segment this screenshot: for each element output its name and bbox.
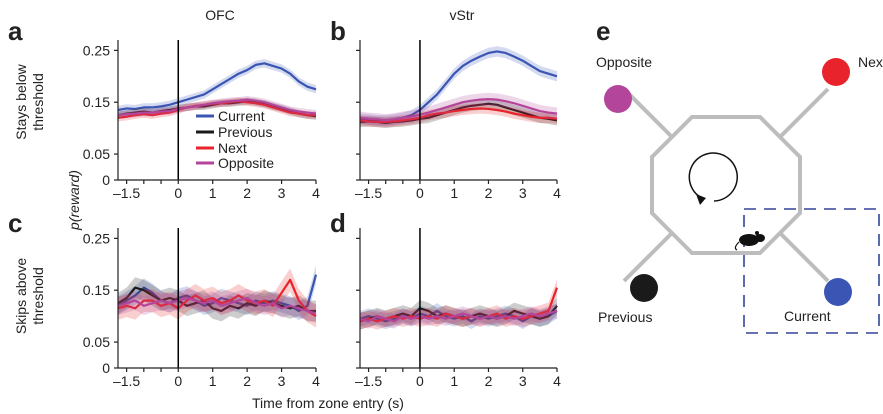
x-tick-label: –1.5 bbox=[113, 185, 140, 201]
svg-text:Previous: Previous bbox=[218, 124, 272, 140]
x-tick-label: 3 bbox=[519, 373, 527, 389]
y-tick-label: 0.05 bbox=[83, 334, 110, 350]
panel-letter-b: b bbox=[330, 16, 346, 46]
row-label-top-2: threshold bbox=[30, 73, 46, 131]
x-tick-label: 3 bbox=[519, 185, 527, 201]
x-tick-label: 4 bbox=[553, 373, 561, 389]
series-line-opposite bbox=[359, 309, 558, 323]
series-band-next bbox=[360, 103, 557, 128]
x-tick-label: 4 bbox=[553, 185, 561, 201]
x-tick-label: 0 bbox=[174, 373, 182, 389]
panel-letter-d: d bbox=[330, 208, 346, 238]
x-tick-label: –1.5 bbox=[113, 373, 140, 389]
series-band-opposite bbox=[118, 96, 316, 119]
x-tick-label: 2 bbox=[485, 373, 493, 389]
shared-x-label: Time from zone entry (s) bbox=[252, 395, 404, 411]
rat-icon bbox=[734, 231, 765, 251]
row-label-bottom-2: threshold bbox=[30, 267, 46, 325]
panel-letter-e: e bbox=[596, 16, 610, 46]
svg-text:Opposite: Opposite bbox=[218, 155, 274, 171]
series-line-previous bbox=[117, 286, 316, 313]
zone-label-opposite: Opposite bbox=[596, 54, 652, 70]
series-band-current bbox=[118, 265, 316, 321]
x-tick-label: –1.5 bbox=[355, 373, 382, 389]
col-title-ofc: OFC bbox=[205, 7, 235, 23]
zone-previous-marker bbox=[630, 274, 658, 302]
series-line-opposite bbox=[117, 98, 317, 117]
svg-text:Next: Next bbox=[218, 140, 247, 156]
y-tick-label: 0.25 bbox=[83, 42, 110, 58]
x-tick-label: –1.5 bbox=[355, 185, 382, 201]
series-band-previous bbox=[360, 297, 557, 330]
series-band-current bbox=[360, 303, 557, 330]
legend-entry-next: Next bbox=[196, 140, 247, 156]
x-tick-label: 3 bbox=[278, 373, 286, 389]
svg-text:Current: Current bbox=[218, 108, 265, 124]
x-tick-label: 0 bbox=[416, 185, 424, 201]
legend-entry-opposite: Opposite bbox=[196, 155, 274, 171]
current-zone-dashed-box bbox=[743, 208, 880, 334]
col-title-vstr: vStr bbox=[450, 7, 475, 23]
x-tick-label: 4 bbox=[312, 373, 320, 389]
legend-entry-previous: Previous bbox=[196, 124, 272, 140]
y-tick-label: 0 bbox=[102, 360, 110, 376]
panel-letter-a: a bbox=[8, 16, 23, 46]
x-tick-label: 1 bbox=[450, 185, 458, 201]
series-band-previous bbox=[118, 277, 316, 322]
y-tick-label: 0.25 bbox=[83, 230, 110, 246]
x-tick-label: 2 bbox=[243, 373, 251, 389]
y-tick-label: 0 bbox=[102, 172, 110, 188]
series-line-next bbox=[117, 278, 317, 318]
y-tick-label: 0.05 bbox=[83, 146, 110, 162]
x-tick-label: 1 bbox=[209, 373, 217, 389]
series-band-opposite bbox=[360, 92, 557, 127]
series-band-next bbox=[118, 268, 316, 328]
y-tick-label: 0.15 bbox=[83, 94, 110, 110]
legend: Current Previous Next Opposite bbox=[196, 108, 274, 171]
x-tick-label: 0 bbox=[174, 185, 182, 201]
zone-next-marker bbox=[822, 58, 850, 86]
chart-panel-b: –1.5 0 1 2 3 4 bbox=[355, 40, 561, 201]
legend-entry-current: Current bbox=[196, 108, 265, 124]
series-band-current bbox=[360, 46, 557, 126]
series-line-opposite bbox=[117, 296, 317, 315]
clockwise-arrow-icon bbox=[688, 152, 739, 205]
chart-panel-d: –1.5 0 1 2 3 4 bbox=[355, 228, 561, 389]
panel-letter-c: c bbox=[8, 208, 22, 238]
row-label-top-1: Stays below bbox=[13, 63, 29, 139]
zone-label-previous: Previous bbox=[598, 309, 652, 325]
series-band-opposite bbox=[360, 303, 557, 329]
zone-current-marker bbox=[824, 278, 852, 306]
maze-diagram: Opposite Next Previous Current bbox=[596, 54, 883, 334]
chart-panel-a: –1.5 0 1 2 3 400.050.150.25 bbox=[83, 40, 320, 201]
x-tick-label: 1 bbox=[450, 373, 458, 389]
series-line-next bbox=[359, 287, 559, 323]
x-tick-label: 2 bbox=[243, 185, 251, 201]
series-band-opposite bbox=[118, 288, 316, 323]
x-tick-label: 1 bbox=[209, 185, 217, 201]
row-label-bottom-1: Skips above bbox=[13, 258, 29, 334]
zone-label-next: Next bbox=[858, 54, 883, 70]
series-line-current bbox=[117, 62, 317, 112]
x-tick-label: 3 bbox=[278, 185, 286, 201]
series-line-opposite bbox=[359, 98, 558, 122]
x-tick-label: 4 bbox=[312, 185, 320, 201]
chart-panel-c: –1.5 0 1 2 3 400.050.150.25 bbox=[83, 228, 320, 389]
shared-y-label: p(reward) bbox=[66, 170, 82, 231]
x-tick-label: 2 bbox=[485, 185, 493, 201]
zone-label-current: Current bbox=[784, 308, 831, 324]
y-tick-label: 0.15 bbox=[83, 282, 110, 298]
zone-opposite-marker bbox=[604, 85, 632, 113]
maze-track bbox=[622, 87, 830, 283]
series-line-next bbox=[359, 107, 558, 124]
x-tick-label: 0 bbox=[416, 373, 424, 389]
